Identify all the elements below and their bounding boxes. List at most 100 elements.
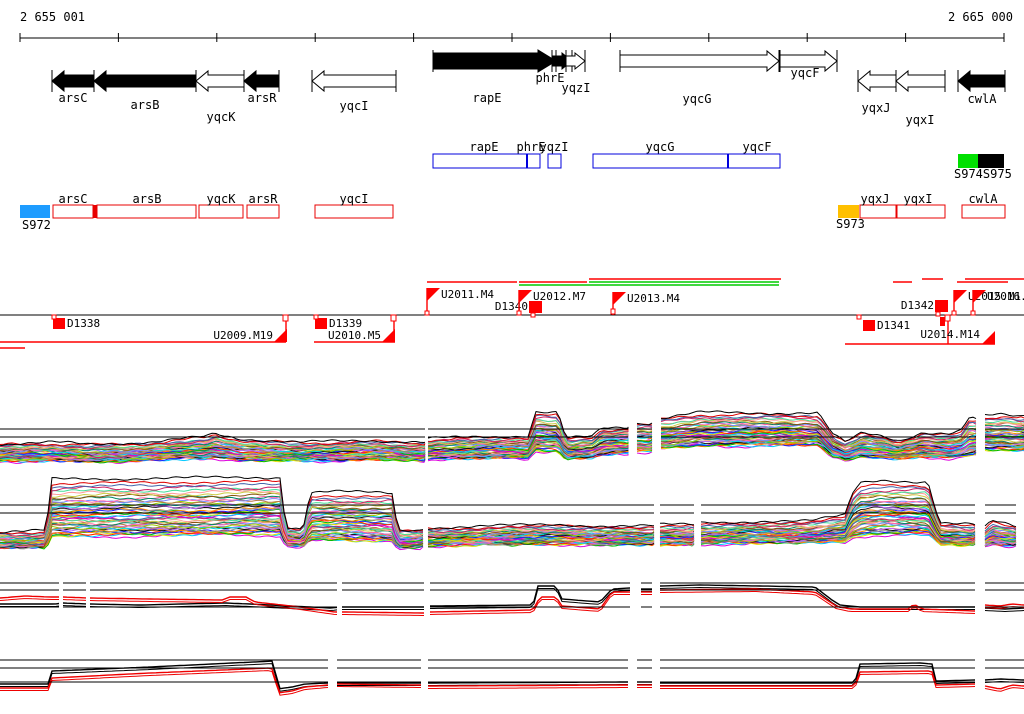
gene-arrow-arsC[interactable]: [51, 69, 95, 93]
track-line-band-3-red-twin: [429, 594, 630, 615]
track-line-band-2: [0, 487, 424, 538]
track-line-band-1: [636, 445, 653, 449]
track-line-band-2: [700, 479, 976, 526]
segment-marker-S972[interactable]: [20, 205, 50, 218]
probe-open-square-D1338: [51, 314, 57, 320]
gene-arrow-yqxI[interactable]: [895, 69, 946, 93]
track-line-band-2: [0, 504, 424, 541]
track-line-band-3-black: [430, 585, 631, 607]
probe-label-U2011.M4: U2011.M4: [441, 288, 494, 301]
probe-flag-U2011.M4[interactable]: [427, 288, 440, 301]
gene-box-label-cwlA: cwlA: [969, 192, 999, 206]
gene-box-arsC[interactable]: [52, 204, 94, 219]
gene-arrow-arsB[interactable]: [93, 69, 197, 93]
segment-marker-S973[interactable]: [838, 205, 859, 218]
track-line-band-1: [427, 413, 629, 443]
track-line-band-3-red: [342, 611, 424, 614]
transcript-label-phrE: phrE: [517, 140, 546, 154]
transcript-label-rapE: rapE: [470, 140, 499, 154]
gene-box-yqcI[interactable]: [314, 204, 394, 219]
probe-label-D1341: D1341: [877, 319, 910, 332]
track-line-band-1: [984, 412, 1024, 417]
track-line-band-2: [700, 483, 976, 527]
probe-flag-U2009.M19[interactable]: [274, 329, 287, 342]
gene-box-label-arsR: arsR: [249, 192, 279, 206]
probe-open-square-U2015.M1: [951, 310, 957, 316]
probe-flag-U2010.M5[interactable]: [382, 329, 395, 342]
probe-square-D1341[interactable]: [863, 320, 875, 331]
gene-box-label-yqxJ: yqxJ: [861, 192, 890, 206]
probe-flag-U2013.M4[interactable]: [613, 292, 626, 305]
gene-box-yqxI[interactable]: [896, 204, 946, 219]
probe-flag-U2016.M15[interactable]: [973, 290, 986, 303]
track-line-band-1: [984, 422, 1024, 426]
segment-marker-S974[interactable]: [958, 154, 978, 168]
track-line-band-1: [636, 433, 653, 437]
gene-arrow-yqcI[interactable]: [311, 69, 397, 93]
gene-label-yqcG: yqcG: [683, 92, 712, 106]
probe-label-D1342: D1342: [901, 299, 934, 312]
track-line-band-1: [660, 436, 977, 457]
track-line-band-3-red: [429, 591, 630, 613]
track-line-band-1: [636, 439, 653, 443]
track-line-band-2: [427, 524, 655, 531]
gene-box-arsB[interactable]: [96, 204, 197, 219]
probe-open-square-U2010.M5: [390, 314, 397, 322]
gene-arrow-yqcG[interactable]: [619, 49, 780, 73]
gene-box-label-yqxI: yqxI: [904, 192, 933, 206]
track-line-band-1: [661, 410, 977, 442]
gene-label-arsR: arsR: [248, 91, 278, 105]
track-line-band-1: [0, 437, 426, 451]
probe-square-D1339[interactable]: [315, 318, 327, 329]
probe-flag-U2014.M14[interactable]: [982, 331, 995, 344]
gene-arrow-yqcF[interactable]: [779, 49, 838, 73]
gene-arrow-yqxJ[interactable]: [857, 69, 897, 93]
probe-open-square-U2016.M15: [970, 310, 976, 316]
probe-flag-U2012.M7[interactable]: [519, 290, 532, 303]
gene-arrow-arsR[interactable]: [243, 69, 280, 93]
ruler-coord-start: 2 655 001: [20, 10, 86, 24]
gene-box-label-arsB: arsB: [133, 192, 162, 206]
gene-arrow-cwlA[interactable]: [957, 69, 1006, 93]
track-line-band-1: [636, 422, 653, 426]
track-line-band-2: [984, 520, 1017, 530]
track-line-band-1: [984, 426, 1024, 432]
probe-square-D1338[interactable]: [53, 318, 65, 329]
track-line-band-2: [0, 499, 424, 541]
track-line-band-4-red: [984, 684, 1024, 690]
track-line-band-1: [984, 424, 1024, 429]
gene-box-cwlA[interactable]: [961, 204, 1006, 219]
track-line-band-3-red-twin: [660, 591, 976, 614]
gene-box-divider: [93, 205, 97, 218]
gene-arrow-yqcK[interactable]: [195, 69, 245, 93]
track-line-band-1: [0, 455, 426, 463]
track-line-band-3-black: [0, 602, 60, 605]
track-line-band-2: [659, 535, 695, 540]
track-line-band-4-red: [337, 683, 421, 686]
track-line-band-4-red: [0, 667, 329, 694]
gene-arrow-yqzI[interactable]: [565, 51, 586, 71]
transcript-box-rapE-phrE[interactable]: [432, 153, 541, 169]
gene-box-yqxJ[interactable]: [859, 204, 897, 219]
transcript-box-yqcG-yqcF[interactable]: [592, 153, 781, 169]
track-line-band-4-black: [984, 678, 1024, 681]
probe-flag-U2015.M1[interactable]: [954, 290, 967, 303]
track-line-band-1: [636, 442, 653, 446]
gene-arrow-rapE[interactable]: [432, 49, 557, 73]
segment-marker-S975[interactable]: [978, 154, 1004, 168]
probe-square-D1340[interactable]: [529, 301, 542, 313]
probe-open-square-U2013.M4: [610, 308, 616, 315]
probe-square-D1342[interactable]: [935, 300, 948, 312]
track-line-band-3-red: [984, 603, 1024, 607]
track-line-band-1: [660, 418, 977, 446]
track-line-band-1: [660, 415, 977, 447]
probe-open-square-D1341: [856, 314, 862, 320]
gene-box-yqcK[interactable]: [198, 204, 244, 219]
gene-label-yqxI: yqxI: [906, 113, 935, 127]
track-line-band-2: [700, 506, 976, 537]
gene-box-arsR[interactable]: [246, 204, 280, 219]
transcript-box-yqzI[interactable]: [547, 153, 562, 169]
track-line-band-3-black-twin: [62, 605, 87, 607]
probe-label-U2009.M19: U2009.M19: [213, 329, 273, 342]
track-line-band-2: [0, 491, 424, 538]
